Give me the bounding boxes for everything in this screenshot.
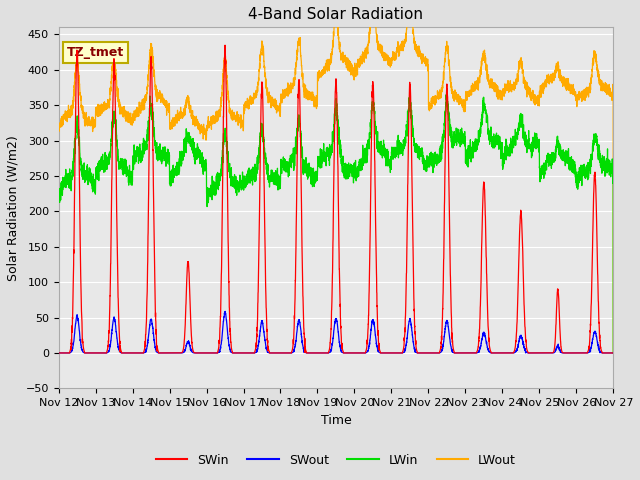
X-axis label: Time: Time xyxy=(321,414,351,427)
Text: TZ_tmet: TZ_tmet xyxy=(67,46,124,59)
Legend: SWin, SWout, LWin, LWout: SWin, SWout, LWin, LWout xyxy=(151,449,521,472)
Y-axis label: Solar Radiation (W/m2): Solar Radiation (W/m2) xyxy=(7,135,20,281)
Title: 4-Band Solar Radiation: 4-Band Solar Radiation xyxy=(248,7,424,22)
